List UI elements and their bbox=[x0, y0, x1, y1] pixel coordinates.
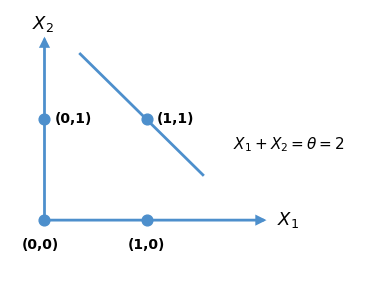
Text: $X_1 + X_2 = \theta = 2$: $X_1 + X_2 = \theta = 2$ bbox=[233, 135, 345, 154]
Point bbox=[41, 218, 47, 222]
Point bbox=[41, 117, 47, 122]
Text: (0,1): (0,1) bbox=[55, 113, 92, 126]
Text: (1,1): (1,1) bbox=[157, 113, 194, 126]
Point bbox=[144, 218, 150, 222]
Text: (1,0): (1,0) bbox=[128, 238, 165, 252]
Text: (0,0): (0,0) bbox=[22, 238, 59, 252]
Point bbox=[144, 117, 150, 122]
Text: $X_1$: $X_1$ bbox=[277, 210, 299, 230]
Text: $X_2$: $X_2$ bbox=[32, 14, 54, 34]
